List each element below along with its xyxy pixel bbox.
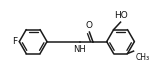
Text: NH: NH xyxy=(73,45,86,54)
Text: HO: HO xyxy=(114,11,128,20)
Text: F: F xyxy=(12,37,17,46)
Text: CH₃: CH₃ xyxy=(136,53,150,62)
Text: O: O xyxy=(85,21,92,30)
